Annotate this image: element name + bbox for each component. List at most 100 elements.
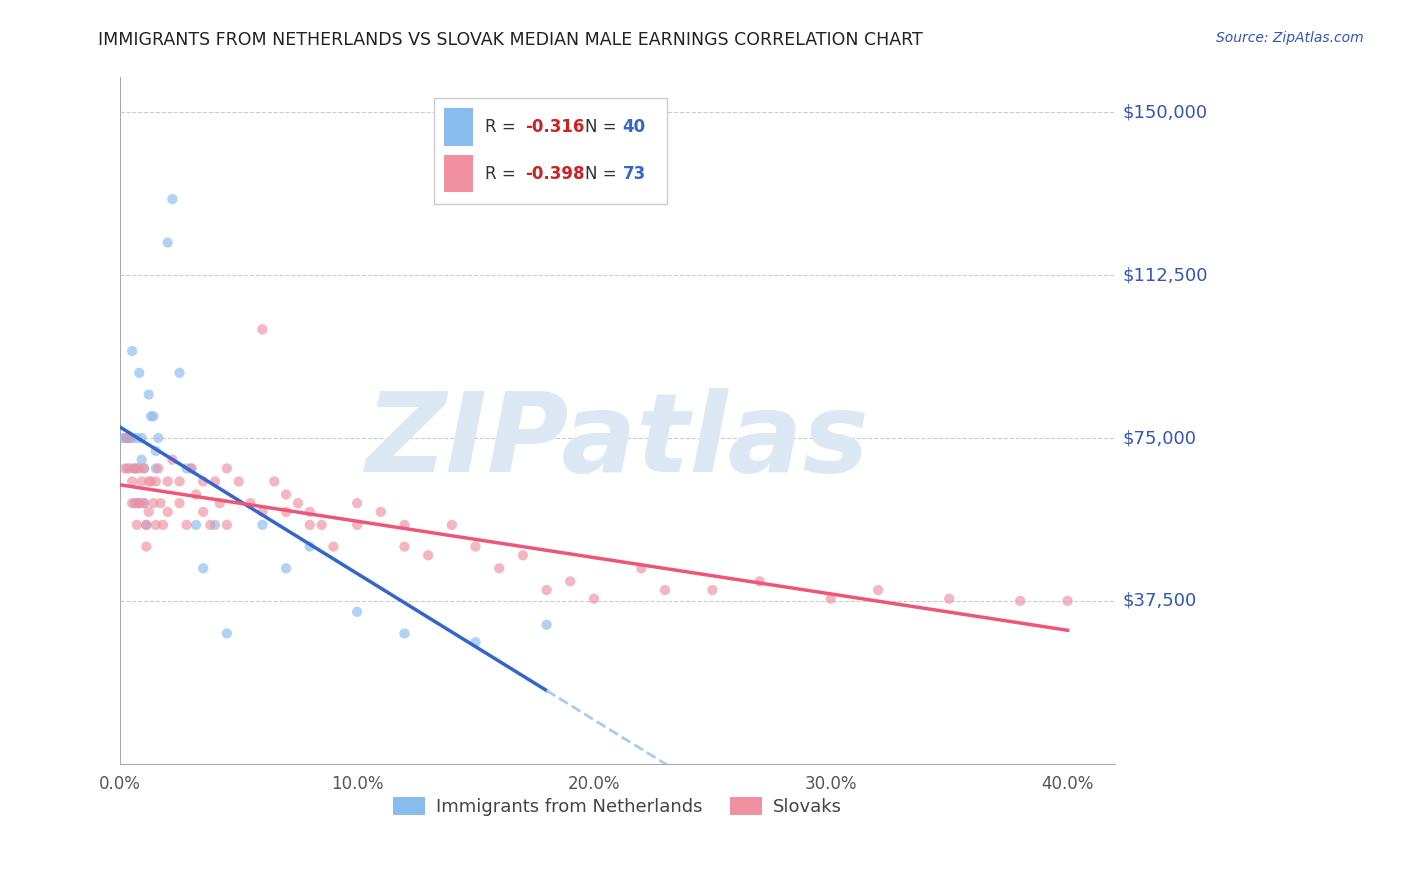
Point [114,461,136,475]
Point [346,605,368,619]
Point [180,461,202,475]
Point [117,461,139,475]
Point [1056,594,1078,608]
Point [204,475,226,489]
Point [169,366,191,380]
Point [128,496,150,510]
Point [128,496,150,510]
Point [298,540,321,554]
Point [654,582,676,597]
Point [114,431,136,445]
Text: N =: N = [585,164,621,183]
Point [117,431,139,445]
Point [121,496,143,510]
Text: $112,500: $112,500 [1122,266,1208,284]
Point [142,496,165,510]
Point [128,461,150,475]
Text: $150,000: $150,000 [1122,103,1208,121]
Point [748,574,770,589]
Point [148,461,170,475]
Point [156,475,179,489]
Point [128,366,150,380]
Point [440,517,463,532]
Point [131,475,153,489]
Point [149,496,172,510]
Point [370,505,392,519]
Point [145,461,167,475]
Point [138,505,160,519]
Point [702,582,724,597]
Point [298,505,321,519]
Point [121,475,143,489]
Point [135,517,157,532]
Point [138,475,160,489]
Point [142,409,165,424]
Point [215,626,238,640]
Point [118,461,141,475]
Point [868,582,890,597]
Point [124,496,146,510]
Point [208,496,231,510]
Point [263,475,285,489]
Point [125,496,148,510]
Point [176,517,198,532]
Point [215,461,238,475]
Point [135,540,157,554]
FancyBboxPatch shape [443,108,474,145]
Point [169,475,191,489]
Point [138,387,160,401]
Point [322,540,344,554]
Point [156,505,179,519]
Point [274,487,297,501]
Point [1010,594,1032,608]
Text: R =: R = [485,164,522,183]
Point [204,517,226,532]
Point [139,409,162,424]
Point [488,561,510,575]
Point [117,431,139,445]
Point [169,496,191,510]
Point [512,549,534,563]
Point [298,517,321,532]
Point [418,549,440,563]
Point [938,591,960,606]
Point [346,517,368,532]
Point [125,461,148,475]
Point [394,540,416,554]
Point [193,475,215,489]
Point [148,431,170,445]
FancyBboxPatch shape [433,98,668,204]
Point [287,496,309,510]
Point [124,461,146,475]
Point [132,461,155,475]
Point [162,452,184,467]
Point [228,475,250,489]
Text: IMMIGRANTS FROM NETHERLANDS VS SLOVAK MEDIAN MALE EARNINGS CORRELATION CHART: IMMIGRANTS FROM NETHERLANDS VS SLOVAK ME… [98,31,924,49]
Point [132,461,155,475]
Text: 73: 73 [623,164,645,183]
Point [135,517,157,532]
Point [121,431,143,445]
Point [145,517,167,532]
Point [131,431,153,445]
Point [630,561,652,575]
Point [176,461,198,475]
Point [180,461,202,475]
Point [820,591,842,606]
Point [162,192,184,206]
Point [394,517,416,532]
Point [239,496,262,510]
Point [145,475,167,489]
Point [145,444,167,458]
Point [536,582,558,597]
Point [274,505,297,519]
Point [311,517,333,532]
Point [394,626,416,640]
Text: -0.398: -0.398 [524,164,585,183]
Point [132,496,155,510]
Point [252,505,274,519]
Text: Source: ZipAtlas.com: Source: ZipAtlas.com [1216,31,1364,45]
Point [125,517,148,532]
Point [139,475,162,489]
Point [124,461,146,475]
